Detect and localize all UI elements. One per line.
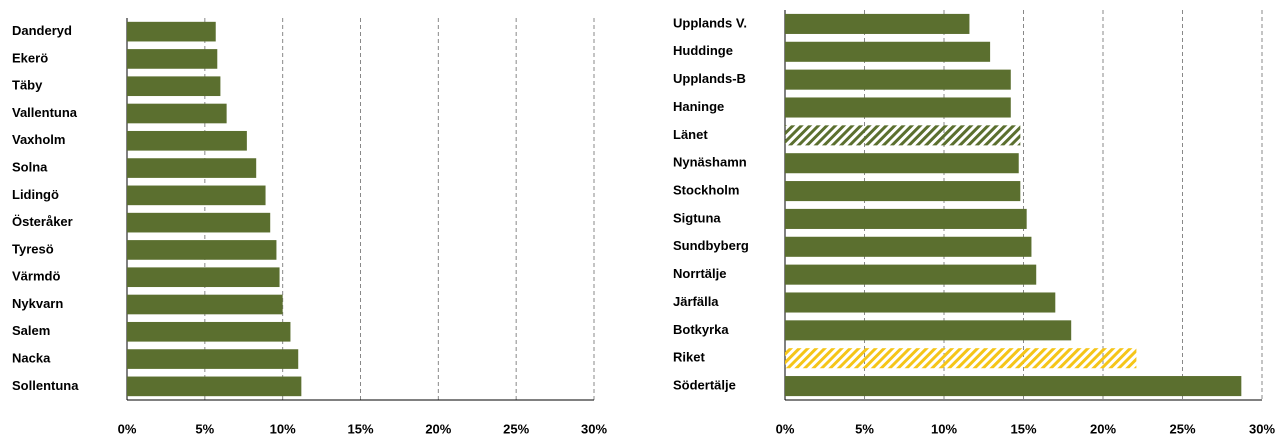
bar bbox=[785, 181, 1021, 202]
category-label: Haninge bbox=[673, 99, 724, 114]
category-label: Upplands-B bbox=[673, 71, 746, 86]
bar bbox=[785, 348, 1137, 369]
bar bbox=[127, 49, 218, 69]
x-tick-label: 30% bbox=[581, 421, 607, 436]
bar bbox=[127, 130, 247, 151]
category-label: Järfälla bbox=[673, 294, 719, 309]
bar bbox=[785, 208, 1027, 229]
bar bbox=[785, 41, 991, 62]
x-tick-label: 0% bbox=[118, 421, 137, 436]
bar bbox=[127, 267, 280, 288]
bar bbox=[127, 158, 257, 178]
category-label: Upplands V. bbox=[673, 15, 747, 30]
bar bbox=[127, 103, 227, 124]
category-label: Stockholm bbox=[673, 183, 739, 198]
category-label: Danderyd bbox=[12, 23, 72, 38]
category-label: Österåker bbox=[12, 214, 73, 229]
category-label: Vaxholm bbox=[12, 132, 65, 147]
x-tick-label: 30% bbox=[1249, 421, 1275, 436]
bar bbox=[785, 320, 1072, 341]
bar bbox=[785, 292, 1056, 313]
x-tick-label: 25% bbox=[1169, 421, 1195, 436]
category-label: Ekerö bbox=[12, 50, 48, 65]
category-label: Norrtälje bbox=[673, 266, 726, 281]
category-label: Länet bbox=[673, 127, 708, 142]
x-tick-label: 10% bbox=[931, 421, 957, 436]
bar bbox=[127, 240, 277, 260]
category-label: Botkyrka bbox=[673, 322, 729, 337]
category-label: Södertälje bbox=[673, 378, 736, 393]
category-label: Sollentuna bbox=[12, 378, 79, 393]
category-label: Vallentuna bbox=[12, 105, 78, 120]
category-label: Huddinge bbox=[673, 43, 733, 58]
bar bbox=[785, 264, 1037, 285]
category-label: Tyresö bbox=[12, 241, 54, 256]
bar bbox=[127, 321, 291, 342]
bar bbox=[785, 13, 970, 34]
x-tick-label: 10% bbox=[270, 421, 296, 436]
bar bbox=[785, 376, 1242, 397]
bar bbox=[785, 153, 1019, 174]
bar bbox=[127, 21, 216, 42]
x-tick-label: 20% bbox=[1090, 421, 1116, 436]
x-tick-label: 20% bbox=[425, 421, 451, 436]
bar bbox=[127, 376, 302, 397]
category-label: Nynäshamn bbox=[673, 155, 747, 170]
bar bbox=[785, 69, 1011, 90]
category-label: Sundbyberg bbox=[673, 238, 749, 253]
bar bbox=[127, 185, 266, 206]
bar bbox=[127, 349, 299, 369]
category-label: Salem bbox=[12, 323, 50, 338]
category-label: Lidingö bbox=[12, 187, 59, 202]
bar bbox=[785, 125, 1021, 146]
x-tick-label: 0% bbox=[776, 421, 795, 436]
bar bbox=[127, 212, 271, 233]
x-tick-label: 25% bbox=[503, 421, 529, 436]
x-tick-label: 15% bbox=[1010, 421, 1036, 436]
category-label: Solna bbox=[12, 160, 48, 175]
bar bbox=[127, 294, 283, 315]
bar bbox=[785, 97, 1011, 118]
category-label: Nykvarn bbox=[12, 296, 63, 311]
x-tick-label: 15% bbox=[347, 421, 373, 436]
category-label: Nacka bbox=[12, 351, 51, 366]
category-label: Riket bbox=[673, 350, 705, 365]
category-label: Sigtuna bbox=[673, 210, 721, 225]
bar bbox=[127, 76, 221, 97]
category-label: Täby bbox=[12, 78, 43, 93]
x-tick-label: 5% bbox=[195, 421, 214, 436]
category-label: Värmdö bbox=[12, 269, 60, 284]
x-tick-label: 5% bbox=[855, 421, 874, 436]
bar bbox=[785, 236, 1032, 257]
